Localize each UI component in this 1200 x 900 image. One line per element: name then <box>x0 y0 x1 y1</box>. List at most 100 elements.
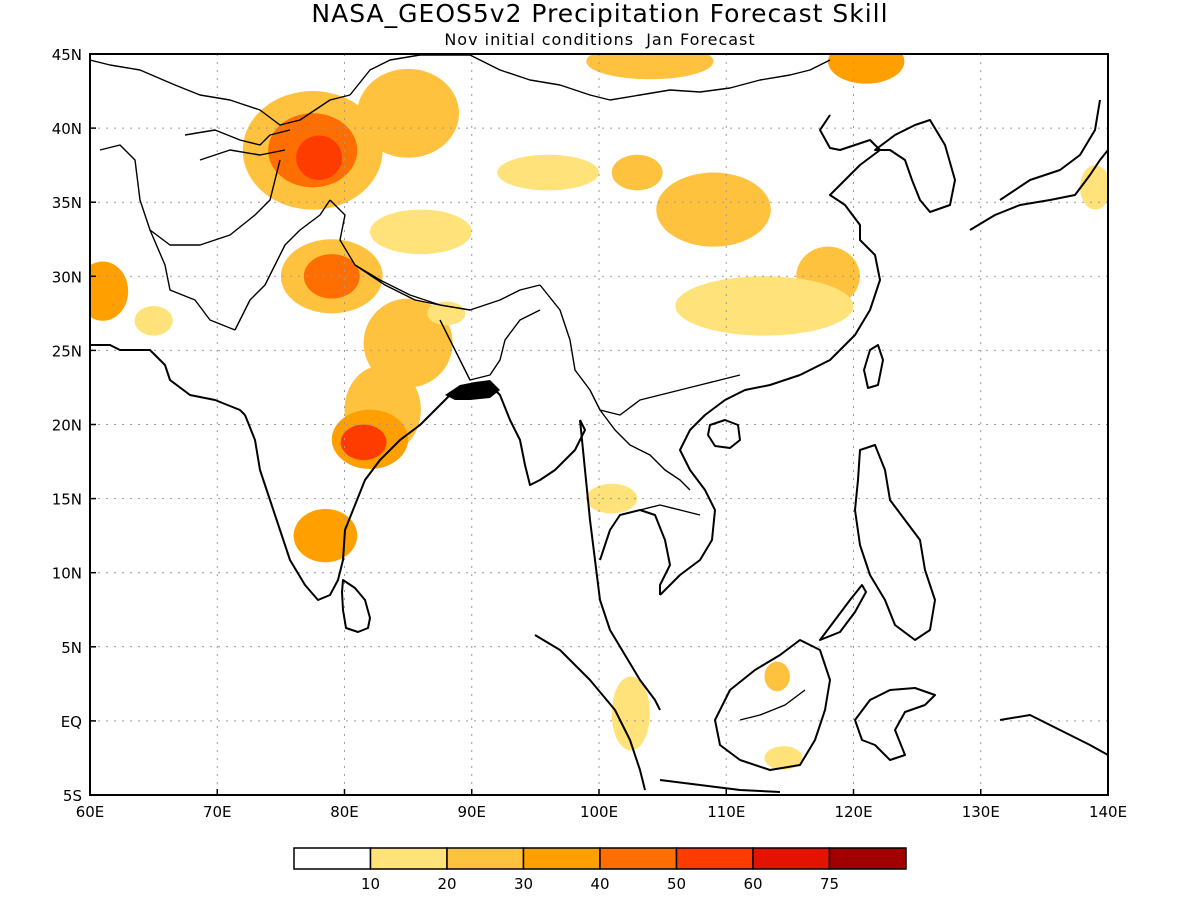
coastline-korea <box>874 119 956 213</box>
colorbar-label: 40 <box>590 875 609 893</box>
coastline-new-guinea <box>999 714 1108 756</box>
coastline-palawan <box>819 584 867 641</box>
coastline-sri-lanka <box>341 579 371 633</box>
colorbar-label: 60 <box>743 875 762 893</box>
coastline-sulawesi <box>854 687 936 761</box>
x-tick-label: 130E <box>962 803 1000 821</box>
y-tick-label: 5N <box>61 639 82 657</box>
colorbar-swatch <box>293 847 372 870</box>
border-iran-afghanistan <box>99 144 281 246</box>
coastline-china-east <box>799 114 881 376</box>
axis-ticks: 60E 70E 80E 90E 100E 110E 120E 130E 140E 45N 40N 35… <box>52 46 1127 821</box>
coastline-bay-of-bengal-east <box>449 384 586 486</box>
coastline-arabia-iran <box>90 344 246 416</box>
grid-lines <box>90 54 1108 795</box>
border-afghanistan-pakistan <box>149 229 236 331</box>
colorbar-label: 10 <box>361 875 380 893</box>
skill-region <box>293 508 358 563</box>
border-myanmar <box>539 284 681 416</box>
y-tick-label: 10N <box>52 565 82 583</box>
coastline-borneo <box>714 639 831 771</box>
skill-region <box>828 54 905 84</box>
y-tick-label: 35N <box>52 194 82 212</box>
coastline-sumatra <box>534 634 646 791</box>
skill-region <box>764 746 803 770</box>
x-tick-label: 120E <box>834 803 872 821</box>
y-tick-label: 5S <box>63 787 82 805</box>
coastline-gulf-of-thailand <box>599 509 671 595</box>
skill-region <box>656 172 771 247</box>
bangladesh-coast-fill <box>445 380 500 400</box>
skill-region <box>296 135 342 180</box>
border-india-pakistan <box>234 199 331 331</box>
colorbar-swatch <box>675 847 754 870</box>
x-tick-label: 90E <box>457 803 486 821</box>
colorbar-swatch <box>828 847 907 870</box>
coastline-philippines <box>854 444 936 641</box>
colorbar-label: 30 <box>514 875 533 893</box>
x-tick-label: 140E <box>1089 803 1127 821</box>
y-tick-label: 15N <box>52 491 82 509</box>
skill-region <box>363 298 453 388</box>
x-tick-label: 70E <box>203 803 232 821</box>
skill-region <box>764 661 790 692</box>
y-tick-label: 25N <box>52 342 82 360</box>
map-title: NASA_GEOS5v2 Precipitation Forecast Skil… <box>311 0 888 28</box>
map-subtitle: Nov initial conditions Jan Forecast <box>444 30 755 49</box>
border-thailand-cambodia <box>639 504 701 516</box>
coastline-vietnam <box>659 374 801 596</box>
x-tick-label: 110E <box>707 803 745 821</box>
colorbar-label: 75 <box>820 875 839 893</box>
border-mongolia-south <box>609 59 831 101</box>
skill-region <box>1080 165 1108 210</box>
skill-region <box>611 154 663 191</box>
skill-region <box>675 276 854 336</box>
colorbar-label: 20 <box>437 875 456 893</box>
skill-region <box>357 68 460 158</box>
skill-shading-layer <box>90 54 1108 770</box>
border-malaysia-borneo <box>739 689 806 721</box>
x-tick-label: 60E <box>76 803 105 821</box>
skill-region <box>340 424 387 461</box>
coastline-taiwan <box>863 344 884 389</box>
coastline-japan <box>969 149 1108 231</box>
border-kazakhstan-china <box>349 54 611 101</box>
colorbar-swatch <box>599 847 678 870</box>
colorbar-label: 50 <box>667 875 686 893</box>
skill-region <box>611 676 650 751</box>
country-borders <box>90 54 831 721</box>
y-tick-label: 45N <box>52 46 82 64</box>
skill-region <box>497 154 599 191</box>
border-india-bangladesh <box>439 309 541 381</box>
colorbar-swatch <box>369 847 448 870</box>
x-tick-label: 80E <box>330 803 359 821</box>
skill-region <box>90 261 129 321</box>
border-kyrgyz-tajik <box>184 129 291 146</box>
coastlines <box>90 99 1108 793</box>
y-tick-label: EQ <box>61 713 82 731</box>
border-laos-thailand <box>599 409 691 491</box>
colorbar-swatch <box>446 847 525 870</box>
border-central-asia <box>90 59 351 126</box>
coastline-malay-peninsula <box>579 419 661 711</box>
border-china-vietnam <box>679 374 741 391</box>
skill-region <box>427 301 466 326</box>
coastline-india <box>244 394 451 601</box>
border-nepal <box>354 264 441 306</box>
y-tick-label: 40N <box>52 120 82 138</box>
y-tick-label: 30N <box>52 268 82 286</box>
y-tick-label: 20N <box>52 417 82 435</box>
border-afghan-north <box>199 149 286 161</box>
border-india-china <box>329 199 541 311</box>
colorbar-swatch <box>752 847 831 870</box>
x-tick-label: 100E <box>580 803 618 821</box>
colorbar-swatch <box>522 847 601 870</box>
coastline-java <box>659 779 781 793</box>
skill-region <box>369 209 472 255</box>
skill-region <box>134 305 173 336</box>
coastline-hainan <box>707 419 741 449</box>
colorbar: 10 20 30 40 50 60 75 <box>293 847 907 893</box>
skill-region <box>586 54 714 80</box>
coastline-japan-north <box>999 99 1101 201</box>
